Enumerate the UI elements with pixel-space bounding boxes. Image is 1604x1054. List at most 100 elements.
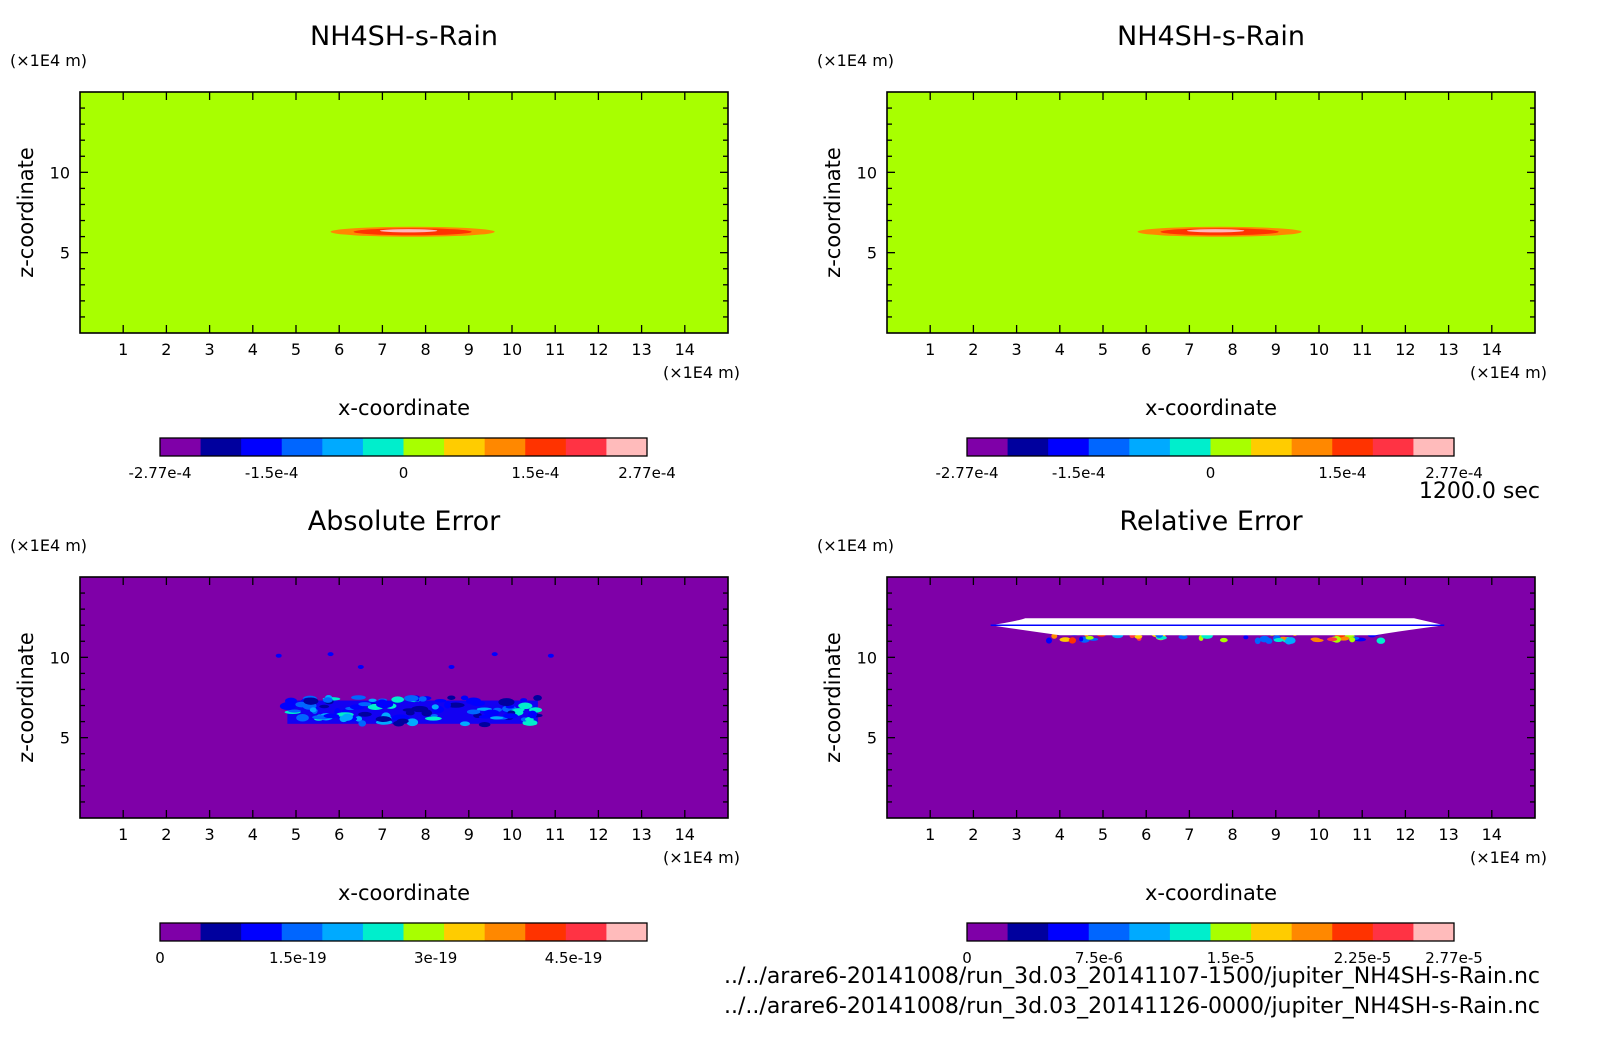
x-tick-label: 13 (1438, 340, 1458, 359)
colorbar-label: -1.5e-4 (245, 464, 298, 482)
colorbar-label: -2.77e-4 (936, 464, 999, 482)
relerr-fringe (1059, 637, 1072, 642)
plot-frame (79, 576, 729, 819)
colorbar-cell (322, 923, 364, 941)
x-axis-label: x-coordinate (338, 881, 470, 905)
colorbar-label: 0 (399, 464, 409, 482)
error-blob (309, 707, 317, 713)
colorbar-frame (159, 437, 648, 457)
colorbar-cell (444, 923, 486, 941)
error-blob (323, 713, 340, 719)
colorbar-label: 0 (962, 949, 972, 967)
y-tick-label: 10 (857, 163, 877, 182)
colorbar-label: 2.77e-4 (1425, 464, 1483, 482)
colorbar-cell (1291, 923, 1333, 941)
colorbar-cell (281, 438, 323, 456)
panel-1: NH4SH-s-Rain(×1E4 m)(×1E4 m)1 2 3 4 5 6 7 8 9 10 1… (10, 21, 740, 482)
y-unit-label: (×1E4 m) (817, 536, 894, 555)
relerr-fringe (1219, 637, 1228, 643)
x-axis-label: x-coordinate (338, 396, 470, 420)
colorbar-cell (1048, 923, 1090, 941)
relerr-fringe (1273, 637, 1284, 643)
x-tick-label: 10 (1309, 825, 1329, 844)
x-tick-label: 2 (968, 825, 978, 844)
colorbar-label: 0 (1206, 464, 1216, 482)
x-tick-label: 10 (502, 825, 522, 844)
error-blob (470, 700, 486, 707)
x-tick-label: 11 (1352, 340, 1372, 359)
x-tick-label: 4 (1055, 340, 1065, 359)
colorbar-cell (403, 438, 445, 456)
colorbar-cell (1088, 438, 1130, 456)
x-tick-label: 12 (1395, 825, 1415, 844)
colorbar-cell (525, 438, 567, 456)
error-blob (342, 713, 353, 721)
x-tick-label: 1 (118, 825, 128, 844)
x-tick-label: 13 (1438, 825, 1458, 844)
x-tick-label: 5 (1098, 340, 1108, 359)
relerr-fringe (1284, 637, 1293, 645)
colorbar-label: -2.77e-4 (129, 464, 192, 482)
x-tick-label: 14 (1482, 825, 1502, 844)
colorbar-cell (1169, 923, 1211, 941)
error-blob (404, 695, 419, 702)
y-tick-label: 10 (50, 648, 70, 667)
colorbar-cell (1129, 438, 1171, 456)
error-blob (430, 714, 438, 718)
y-axis-label: z-coordinate (821, 632, 845, 763)
y-tick-label: 10 (857, 648, 877, 667)
x-tick-label: 6 (1141, 340, 1151, 359)
x-tick-label: 3 (205, 825, 215, 844)
x-axis-label: x-coordinate (1145, 396, 1277, 420)
plot-frame (886, 576, 1536, 819)
y-axis-label: z-coordinate (821, 147, 845, 278)
colorbar-label: 7.5e-6 (1075, 949, 1123, 967)
error-speck (275, 653, 282, 658)
field-background (887, 577, 1535, 818)
colorbar-cell (606, 438, 648, 456)
colorbar-cell (200, 438, 242, 456)
x-tick-label: 7 (377, 340, 387, 359)
x-tick-label: 8 (421, 340, 431, 359)
x-tick-label: 4 (248, 825, 258, 844)
error-blob (358, 702, 372, 707)
field-background (80, 577, 728, 818)
error-speck (327, 652, 334, 657)
error-blob (503, 713, 518, 719)
x-unit-label: (×1E4 m) (1470, 848, 1547, 867)
colorbar-cell (1413, 438, 1455, 456)
colorbar-label: -1.5e-4 (1052, 464, 1105, 482)
colorbar-cell (1291, 438, 1333, 456)
x-tick-label: 1 (925, 825, 935, 844)
x-tick-label: 1 (118, 340, 128, 359)
colorbar-cell (241, 923, 283, 941)
colorbar-cell (160, 438, 202, 456)
relerr-fringe (1254, 637, 1261, 645)
relerr-fringe (1051, 633, 1058, 639)
colorbar-label: 4.5e-19 (545, 949, 603, 967)
x-tick-label: 12 (588, 825, 608, 844)
relerr-fringe (1079, 636, 1084, 642)
y-tick-label: 10 (50, 163, 70, 182)
relerr-fringe (1349, 636, 1356, 643)
error-blob (490, 716, 504, 720)
x-axis-label: x-coordinate (1145, 881, 1277, 905)
x-tick-label: 10 (502, 340, 522, 359)
colorbar-cell (1332, 438, 1374, 456)
x-tick-label: 3 (205, 340, 215, 359)
error-blob (498, 698, 515, 707)
colorbar-cell (1372, 438, 1414, 456)
plot-frame (886, 91, 1536, 334)
error-blob (402, 708, 417, 712)
chart-title: Relative Error (1119, 506, 1303, 537)
relerr-fringe (1134, 634, 1143, 639)
x-tick-label: 8 (1228, 340, 1238, 359)
error-blob (447, 695, 456, 700)
error-blob (355, 716, 363, 722)
error-blob (358, 711, 372, 717)
x-tick-label: 2 (161, 825, 171, 844)
colorbar-cell (1088, 923, 1130, 941)
relerr-fringe (1327, 637, 1338, 642)
colorbar-label: 1.5e-5 (1207, 949, 1255, 967)
error-blob (391, 696, 405, 703)
